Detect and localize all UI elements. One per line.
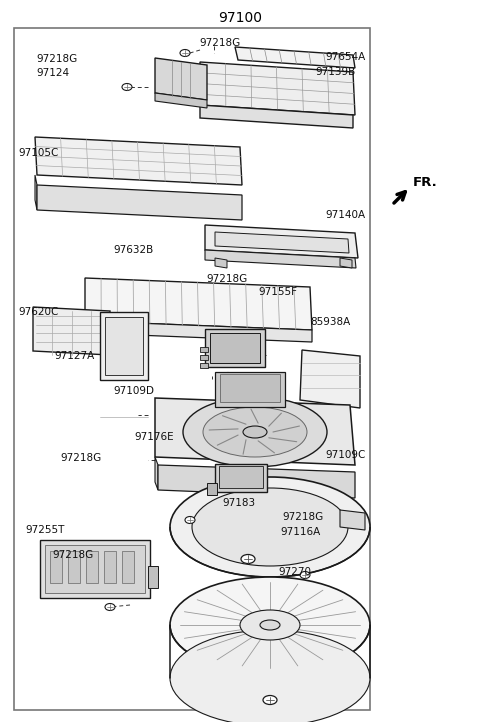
Text: 97218G: 97218G [60,453,101,463]
Ellipse shape [263,695,277,705]
Ellipse shape [170,630,370,722]
Ellipse shape [170,477,370,577]
Bar [105,317,143,375]
Text: 97100: 97100 [218,11,262,25]
Text: 97139B: 97139B [315,67,355,77]
Ellipse shape [243,426,267,438]
Text: 97218G: 97218G [52,550,93,560]
Bar [68,551,80,583]
Polygon shape [155,398,355,465]
Polygon shape [85,278,312,330]
Text: 97109D: 97109D [113,386,154,396]
Ellipse shape [180,50,190,56]
Bar [45,545,145,593]
Text: 97183: 97183 [222,498,255,508]
Ellipse shape [183,397,327,467]
Polygon shape [35,137,242,185]
Polygon shape [35,175,37,210]
Bar [200,363,208,368]
Bar [210,333,260,363]
Bar [220,374,280,402]
Text: 85938A: 85938A [310,317,350,327]
Polygon shape [200,62,355,115]
Text: 97654A: 97654A [325,52,365,62]
Ellipse shape [170,577,370,673]
Text: 97127A: 97127A [54,351,94,361]
Ellipse shape [122,84,132,90]
Bar [104,551,116,583]
Bar [148,566,158,588]
Bar [207,483,217,495]
Bar [219,466,263,488]
Ellipse shape [192,488,348,566]
Text: 97109C: 97109C [325,450,365,460]
Text: 97218G: 97218G [199,38,240,48]
Polygon shape [205,225,358,258]
Text: 97218G: 97218G [282,512,323,522]
Bar [200,347,208,352]
Polygon shape [155,58,207,100]
Bar [14,28,370,710]
Ellipse shape [105,604,115,611]
Polygon shape [205,250,356,268]
Ellipse shape [260,620,280,630]
Text: 97176E: 97176E [134,432,174,442]
Ellipse shape [300,572,310,578]
Text: 97270: 97270 [278,567,311,577]
Text: 97116A: 97116A [280,527,320,537]
Bar [122,551,134,583]
Text: FR.: FR. [413,175,438,188]
Bar [86,551,98,583]
Text: 97255T: 97255T [25,525,64,535]
Bar [205,329,265,367]
Ellipse shape [241,554,255,563]
Ellipse shape [240,610,300,640]
Text: 97218G: 97218G [36,54,77,64]
Text: 97620C: 97620C [18,307,59,317]
Bar [200,355,208,360]
Text: 97218G: 97218G [206,274,247,284]
Text: 97632B: 97632B [113,245,153,255]
Polygon shape [215,258,227,268]
Ellipse shape [185,516,195,523]
Bar [100,312,148,380]
Text: 97155F: 97155F [258,287,297,297]
Polygon shape [200,105,353,128]
Polygon shape [215,232,349,253]
Polygon shape [37,185,242,220]
Polygon shape [235,47,355,68]
Text: 97124: 97124 [36,68,69,78]
Text: 97105C: 97105C [18,148,59,158]
Polygon shape [155,93,207,108]
Polygon shape [340,510,365,530]
Polygon shape [85,321,312,342]
Polygon shape [300,350,360,408]
Bar [215,372,285,407]
Polygon shape [340,258,352,268]
Polygon shape [155,457,158,490]
Ellipse shape [223,373,233,380]
Bar [215,464,267,492]
Bar [40,540,150,598]
Text: 97140A: 97140A [325,210,365,220]
Polygon shape [33,307,110,355]
Ellipse shape [203,407,307,457]
Bar [50,551,62,583]
Polygon shape [158,465,355,498]
